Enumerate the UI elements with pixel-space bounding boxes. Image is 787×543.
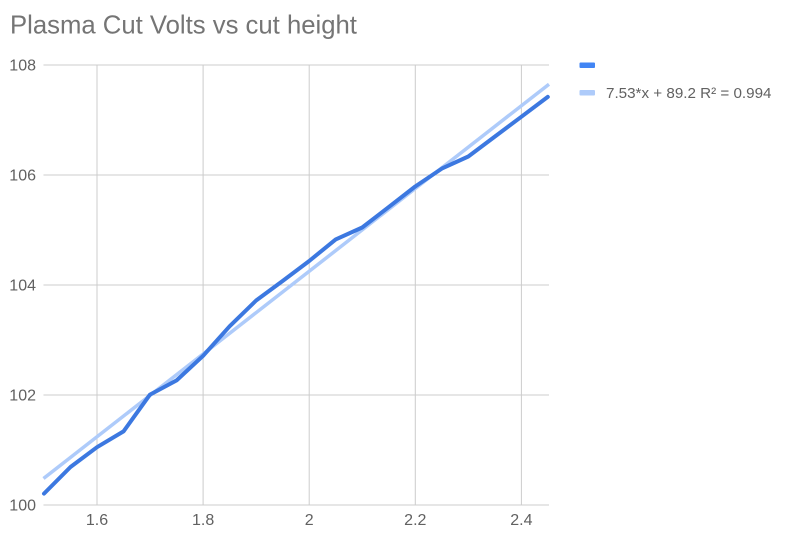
svg-text:7.53*x + 89.2 R² = 0.994: 7.53*x + 89.2 R² = 0.994 bbox=[606, 85, 772, 102]
svg-text:Plasma Cut Volts vs cut height: Plasma Cut Volts vs cut height bbox=[10, 12, 357, 40]
svg-text:102: 102 bbox=[9, 388, 36, 405]
svg-text:104: 104 bbox=[9, 278, 36, 295]
svg-text:2.4: 2.4 bbox=[510, 512, 532, 529]
svg-text:2.2: 2.2 bbox=[404, 512, 426, 529]
svg-text:100: 100 bbox=[9, 498, 36, 515]
svg-text:106: 106 bbox=[9, 168, 36, 185]
svg-text:1.8: 1.8 bbox=[192, 512, 214, 529]
svg-text:1.6: 1.6 bbox=[86, 512, 108, 529]
svg-text:108: 108 bbox=[9, 58, 36, 75]
svg-text:2: 2 bbox=[305, 512, 314, 529]
